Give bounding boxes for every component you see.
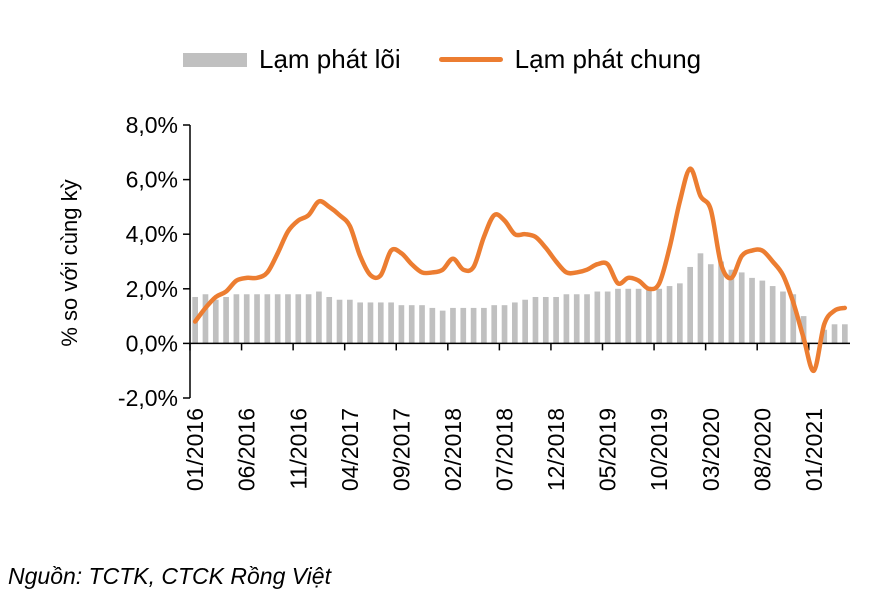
- bar-core: [718, 261, 724, 344]
- legend-swatch-headline: [438, 57, 503, 62]
- bar-core: [450, 307, 456, 344]
- bar-core: [439, 310, 446, 344]
- legend-label-core: Lạm phát lõi: [259, 44, 401, 74]
- y-tick-label: 0,0%: [126, 330, 178, 356]
- bar-core: [233, 294, 240, 344]
- x-tick-label: 10/2019: [646, 408, 672, 491]
- bar-core: [749, 277, 755, 344]
- bar-core: [357, 302, 363, 344]
- bar-core: [553, 296, 559, 344]
- bar-core: [419, 305, 425, 344]
- bar-core: [532, 296, 539, 344]
- x-tick-label: 08/2020: [749, 408, 775, 491]
- x-tick-label: 07/2018: [492, 408, 518, 491]
- bar-core: [491, 305, 498, 344]
- y-tick-label: -2,0%: [118, 385, 178, 411]
- y-tick-label: 4,0%: [126, 221, 178, 247]
- bar-core: [738, 272, 745, 344]
- line-headline: [192, 166, 848, 373]
- bar-core: [821, 329, 828, 344]
- y-tick-label: 6,0%: [126, 167, 178, 193]
- bar-core: [759, 280, 766, 344]
- bar-core: [388, 302, 394, 344]
- bar-core: [429, 307, 436, 344]
- x-tick-label: 05/2019: [595, 408, 621, 491]
- legend-item-core: Lạm phát lõi: [183, 44, 401, 75]
- bar-core: [460, 307, 467, 344]
- y-tick-label: 8,0%: [126, 112, 178, 138]
- bar-core: [470, 307, 477, 344]
- bar-core: [542, 296, 549, 344]
- bar-core: [769, 286, 776, 344]
- x-tick-label: 02/2018: [440, 408, 466, 491]
- bar-core: [316, 291, 322, 344]
- bar-core: [274, 294, 281, 344]
- bar-core: [285, 294, 291, 344]
- bar-core: [687, 266, 693, 344]
- x-tick-label: 04/2017: [337, 408, 363, 491]
- bar-core: [584, 294, 590, 344]
- bar-core: [254, 294, 260, 344]
- bar-core: [646, 288, 652, 344]
- legend-item-headline: Lạm phát chung: [438, 44, 702, 75]
- bar-core: [842, 324, 848, 344]
- bar-core: [481, 307, 487, 344]
- bar-core: [501, 305, 508, 344]
- bar-core: [377, 302, 384, 344]
- bar-core: [604, 291, 611, 344]
- bar-core: [367, 302, 374, 344]
- bar-core: [666, 286, 673, 344]
- bar-core: [790, 294, 797, 344]
- x-tick-label: 09/2017: [388, 408, 414, 491]
- bar-core: [223, 296, 229, 344]
- bar-core: [202, 294, 209, 344]
- x-tick-label: 01/2016: [182, 408, 208, 491]
- bar-core: [728, 269, 735, 344]
- bar-core: [512, 302, 518, 344]
- legend: Lạm phát lõi Lạm phát chung: [183, 44, 739, 75]
- bar-core: [326, 296, 333, 344]
- bar-core: [594, 291, 601, 344]
- bar-core: [707, 264, 714, 344]
- bar-core: [408, 305, 415, 344]
- bar-core: [336, 299, 343, 344]
- bar-core: [800, 316, 807, 344]
- bar-core: [635, 288, 642, 344]
- bar-core: [697, 253, 704, 344]
- legend-label-headline: Lạm phát chung: [514, 44, 702, 74]
- x-tick-label: 12/2018: [543, 408, 569, 491]
- bar-core: [264, 294, 271, 344]
- bar-core: [398, 305, 405, 344]
- bar-core: [563, 294, 570, 344]
- bar-core: [615, 288, 621, 344]
- bar-core: [625, 288, 632, 344]
- x-tick-label: 01/2021: [801, 408, 827, 491]
- bar-core: [522, 299, 528, 344]
- y-axis-label: % so với cùng kỳ: [57, 179, 82, 347]
- x-tick-label: 11/2016: [285, 408, 311, 489]
- bar-core: [243, 294, 250, 344]
- bar-core: [677, 283, 683, 344]
- bar-core: [656, 288, 663, 344]
- bar-core: [780, 291, 786, 344]
- y-tick-label: 2,0%: [126, 276, 178, 302]
- legend-swatch-core: [183, 52, 247, 67]
- bar-core: [295, 294, 302, 344]
- bar-core: [305, 294, 312, 344]
- source-note: Nguồn: TCTK, CTCK Rồng Việt: [8, 563, 331, 589]
- x-tick-label: 03/2020: [698, 408, 724, 491]
- bar-core: [212, 299, 219, 344]
- bar-core: [347, 299, 353, 344]
- bar-core: [831, 324, 838, 344]
- bar-core: [573, 294, 580, 344]
- x-tick-label: 06/2016: [234, 408, 260, 491]
